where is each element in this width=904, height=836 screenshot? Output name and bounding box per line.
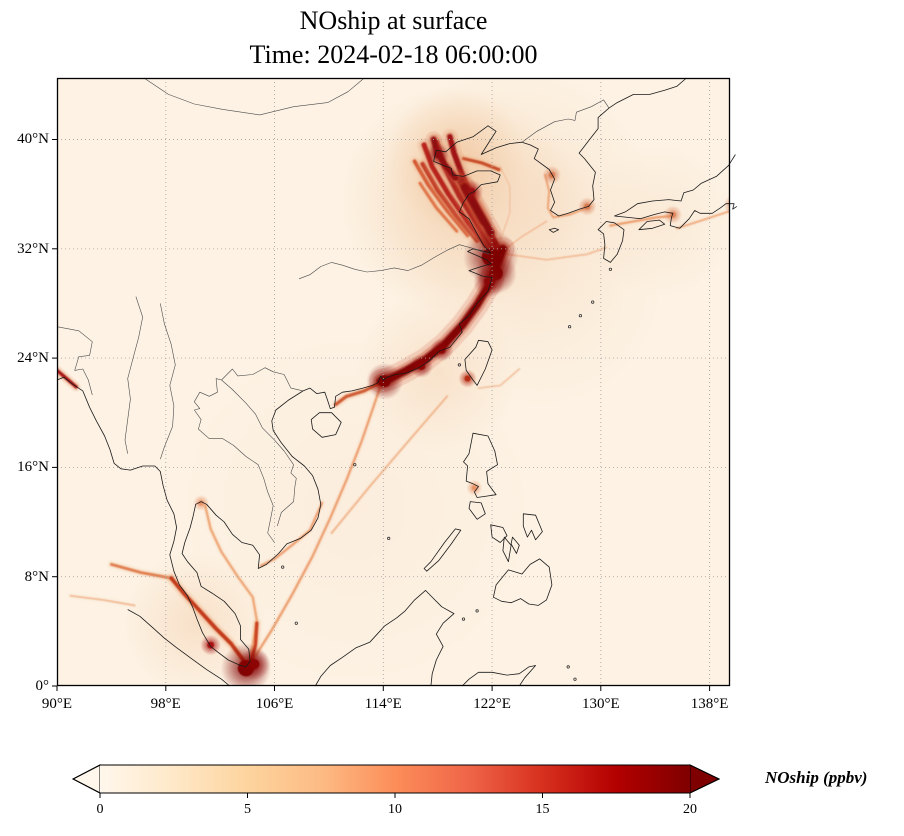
colorbar-label: NOship (ppbv) [765, 768, 868, 787]
coastline-honshu-north [614, 154, 736, 217]
border-bangladesh-india [56, 326, 93, 396]
coastline-shikoku [638, 219, 666, 231]
small-island [294, 621, 298, 625]
colorbar-over-arrow [689, 764, 721, 794]
small-island [387, 536, 391, 540]
coastline-samar-leyte [522, 513, 543, 541]
border-salween [160, 303, 176, 460]
x-tick-label: 122°E [473, 696, 511, 712]
coastline-mindoro [468, 501, 486, 520]
coastline-korea-russia [521, 77, 687, 217]
small-island [461, 617, 466, 621]
border-irrawaddy [124, 296, 143, 454]
coastline-honshu-south [614, 203, 738, 229]
small-island [457, 363, 461, 367]
colorbar-gradient-bar [100, 765, 690, 793]
x-tick-label: 114°E [364, 696, 402, 712]
y-tick-label: 8°N [24, 568, 49, 585]
chart-title: NOship at surface [299, 6, 488, 35]
small-island [608, 267, 613, 271]
x-tick-label: 90°E [41, 696, 73, 712]
border-china-nk [521, 99, 610, 143]
coastline-cebu [510, 536, 520, 554]
small-island [578, 314, 583, 318]
colorbar-ticks: 0 5 10 15 20 [97, 793, 697, 817]
map-canvas [57, 78, 730, 686]
small-island [281, 565, 285, 569]
small-island [591, 300, 595, 304]
y-tick-label: 32°N [17, 240, 49, 257]
coastline-panay [490, 524, 508, 543]
small-island [566, 665, 570, 669]
border-mongolia [143, 77, 365, 116]
y-tick-label: 16°N [17, 459, 49, 476]
chart-subtitle: Time: 2024-02-18 06:00:00 [249, 40, 538, 69]
y-tick-label: 0° [35, 678, 50, 694]
small-island [567, 325, 572, 329]
plot-frame [56, 77, 731, 687]
coastline-sumatra [127, 609, 230, 687]
colorbar-tick-label: 0 [97, 802, 104, 817]
border-yangtze-river [298, 244, 490, 280]
colorbar-tick-label: 20 [683, 802, 697, 817]
coastline-hainan [310, 412, 342, 438]
border-mekong [194, 409, 275, 543]
colorbar-tick-label: 10 [388, 802, 402, 817]
border-china-vietnam-laos [194, 367, 304, 411]
colorbar-tick-label: 15 [536, 802, 550, 817]
colorbar-under-arrow [72, 764, 101, 794]
coastline-china-north [436, 125, 523, 155]
colorbar-tick-label: 5 [244, 802, 251, 817]
y-tick-label: 40°N [17, 131, 49, 148]
x-tick-label: 106°E [255, 696, 294, 712]
coastline-taiwan [464, 339, 493, 386]
small-island [475, 609, 479, 613]
x-tick-label: 98°E [150, 696, 181, 712]
title-block: NOship at surface Time: 2024-02-18 06:00… [57, 4, 730, 72]
small-island [573, 677, 577, 681]
coastline-borneo [314, 590, 455, 687]
coastline-mindanao [493, 558, 553, 606]
coastline-palawan [423, 528, 462, 572]
x-tick-label: 138°E [690, 696, 729, 712]
map-overlay-container [52, 77, 738, 691]
coastline-jeju [548, 227, 560, 233]
border-laos-vietnam [221, 379, 297, 527]
y-tick-label: 24°N [17, 350, 49, 367]
coastline-china-coast [302, 150, 501, 409]
map-overlay [52, 77, 738, 691]
map-plot-area: 90°E 98°E 106°E 114°E 122°E 130°E 138°E 0° 8°N 16… [17, 77, 738, 712]
colorbar: 0 5 10 15 20 [72, 764, 721, 817]
coastline-kyushu [597, 221, 625, 263]
x-tick-label: 130°E [581, 696, 620, 712]
coastline-sulawesi [461, 665, 536, 687]
small-island [353, 463, 357, 467]
coastline-indochina-malaya-myanmar [56, 376, 322, 668]
coastline-luzon [463, 432, 498, 498]
coastline-negros [502, 536, 512, 563]
